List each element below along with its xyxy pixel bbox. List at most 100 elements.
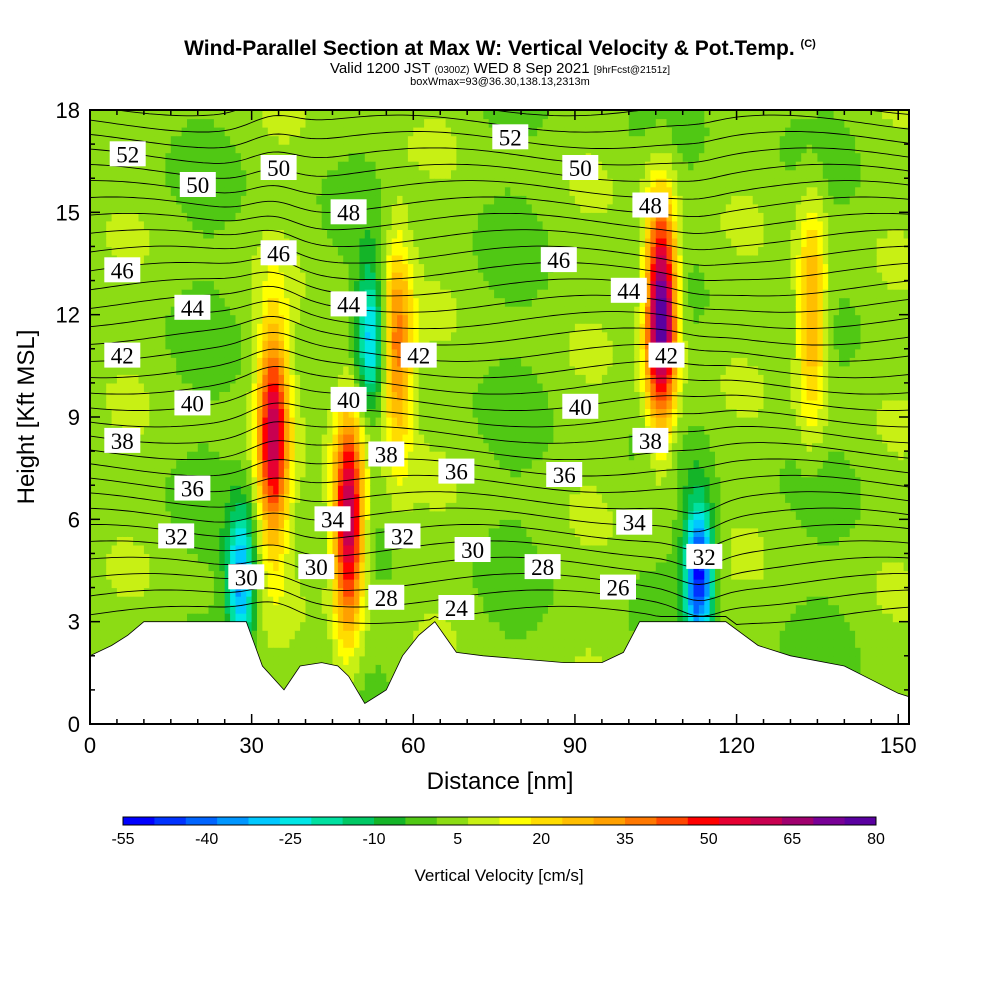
theta-contour-line [90, 257, 909, 281]
contour-label-box [384, 523, 421, 549]
colorbar-swatch [781, 817, 814, 825]
contour-label: 46 [547, 248, 570, 273]
contour-label: 50 [267, 156, 290, 181]
contour-label-box [158, 523, 195, 549]
contour-label-box [610, 277, 647, 303]
colorbar-tick-label: -55 [111, 831, 134, 848]
colorbar-swatch [625, 817, 657, 825]
y-tick-label: 15 [56, 200, 80, 225]
theta-contour-line [90, 601, 909, 625]
x-axis-label: Distance [nm] [427, 768, 574, 795]
colorbar-swatch [123, 817, 155, 825]
colorbar-swatch [499, 817, 532, 825]
y-tick-label: 3 [68, 610, 80, 635]
contour-label-box [260, 240, 297, 266]
contour-label-box [174, 294, 211, 320]
colorbar-swatch [656, 817, 689, 825]
colorbar-swatch [217, 817, 249, 825]
contour-label: 46 [111, 258, 134, 283]
colorbar-title: Vertical Velocity [cm/s] [414, 866, 583, 885]
theta-contour-line [90, 384, 909, 411]
contour-label-box [228, 564, 265, 590]
theta-contour-line [90, 271, 909, 297]
y-axis-label: Height [Kft MSL] [13, 330, 40, 505]
contour-label: 48 [337, 200, 360, 225]
colorbar-swatch [311, 817, 344, 825]
contour-label: 42 [111, 344, 134, 369]
contour-label: 24 [445, 596, 469, 621]
theta-contour-line [90, 315, 909, 346]
box-info: boxWmax=93@36.30,138.13,2313m [410, 76, 590, 88]
theta-contour-line [90, 507, 909, 533]
contour-label: 34 [623, 511, 647, 536]
colorbar-swatch [562, 817, 595, 825]
contour-label: 38 [639, 429, 662, 454]
theta-contour-line [90, 285, 909, 313]
contour-label: 34 [321, 507, 345, 532]
x-tick-label: 150 [880, 733, 917, 758]
colorbar-tick-label: 35 [616, 831, 634, 848]
y-tick-label: 0 [68, 712, 80, 737]
theta-contour-line [90, 491, 909, 514]
theta-contour-labels: 52 52 50 50 50 48 48 46 46 46 44 44 44 42 42 42 40 40 40 38… [104, 124, 723, 621]
y-tick-label: 18 [56, 98, 80, 123]
colorbar-swatch [719, 817, 751, 825]
valid-time: Valid 1200 JST (0300Z) WED 8 Sep 2021 [9… [0, 60, 1000, 77]
contour-label: 44 [337, 292, 361, 317]
contour-label: 30 [235, 565, 258, 590]
colorbar-swatch [154, 817, 187, 825]
contour-label: 36 [181, 477, 204, 502]
x-tick-label: 30 [239, 733, 263, 758]
theta-contour-line [90, 196, 909, 218]
contour-label-box [179, 172, 216, 197]
colorbar-swatch [436, 817, 469, 825]
contour-label-box [330, 291, 367, 317]
contour-label-box [438, 595, 475, 620]
contour-label-box [540, 247, 577, 273]
theta-contour-line [90, 300, 909, 330]
theta-contour-line [90, 243, 909, 266]
contour-label-box [174, 390, 211, 416]
theta-contour-line [90, 540, 909, 568]
contour-label: 36 [553, 463, 576, 488]
contour-label-box [109, 141, 146, 167]
contour-label: 50 [186, 173, 209, 198]
contour-label: 46 [267, 241, 290, 266]
theta-contour-line [90, 229, 909, 251]
contour-label-box [104, 342, 141, 368]
colorbar-tick-label: 65 [783, 831, 801, 848]
colorbar-swatch [185, 817, 218, 825]
contour-label: 44 [617, 279, 641, 304]
contour-label: 32 [391, 524, 414, 549]
theta-contour-line [90, 41, 909, 67]
theta-contour-line [90, 474, 909, 493]
theta-contour-line [90, 163, 909, 182]
copyright-mark: (C) [800, 38, 816, 50]
chart-title: Wind-Parallel Section at Max W: Vertical… [0, 37, 1000, 61]
contour-label-box [648, 342, 685, 368]
colorbar-tick-label: -25 [279, 831, 302, 848]
contour-label-box [330, 199, 367, 225]
valid-prefix: Valid 1200 JST [329, 60, 431, 77]
y-tick-label: 12 [56, 303, 80, 328]
contour-label-box [368, 584, 405, 610]
contour-label: 52 [116, 142, 139, 167]
contour-label: 30 [461, 538, 484, 563]
theta-contours [90, 41, 909, 625]
contour-label-box [368, 441, 405, 467]
colorbar-tick-label: -40 [195, 831, 218, 848]
contour-label-box [524, 554, 561, 580]
contour-label-box [454, 537, 491, 562]
theta-contour-line [90, 524, 909, 551]
contour-label-box [546, 462, 583, 487]
colorbar-swatch [750, 817, 783, 825]
colorbar-tick-label: 80 [867, 831, 885, 848]
contour-label-box [400, 342, 437, 368]
theta-contour-line [90, 402, 909, 428]
colorbar-swatch [279, 817, 312, 825]
colorbar-tick-label: 50 [700, 831, 718, 848]
valid-utc: (0300Z) [434, 65, 470, 76]
y-tick-label: 6 [68, 507, 80, 532]
theta-contour-line [90, 458, 909, 477]
colorbar-swatch [374, 817, 406, 825]
